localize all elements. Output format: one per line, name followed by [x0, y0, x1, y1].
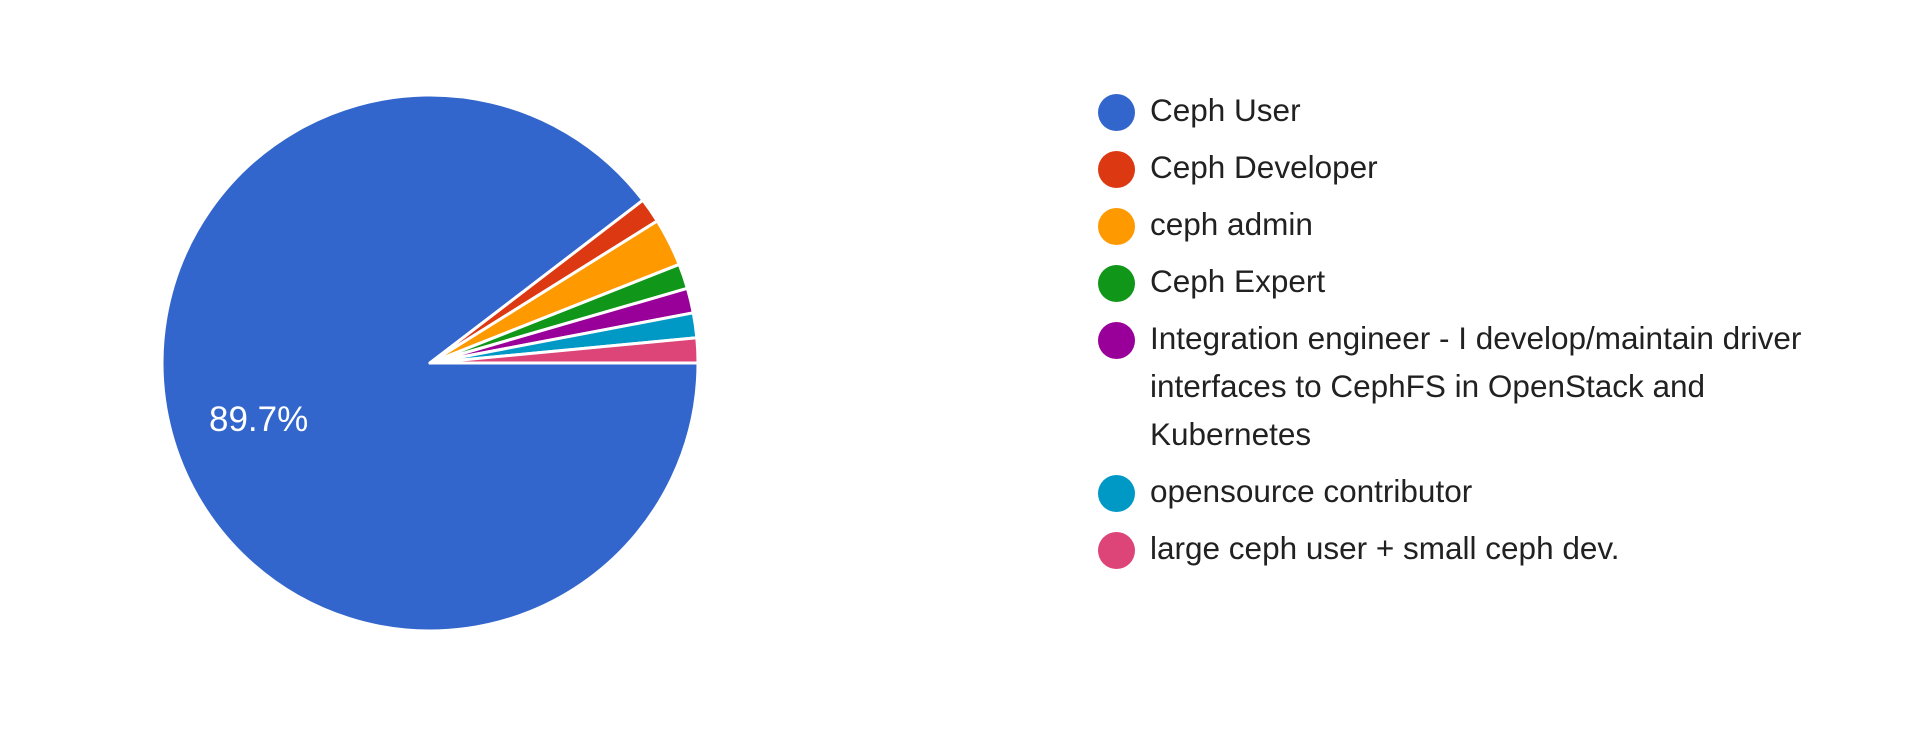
- legend-label: Ceph User: [1150, 92, 1301, 128]
- legend-swatch-icon: [1098, 475, 1135, 512]
- legend-swatch-icon: [1098, 265, 1135, 302]
- legend-label: Ceph Developer: [1150, 149, 1378, 185]
- legend-swatch-icon: [1098, 208, 1135, 245]
- pie-slice-large-ceph-user[interactable]: [428, 336, 700, 365]
- legend-label: opensource contributor: [1150, 473, 1473, 509]
- legend-swatch-icon: [1098, 532, 1135, 569]
- legend-label: ceph admin: [1150, 206, 1313, 242]
- legend-label: Ceph Expert: [1150, 263, 1326, 299]
- legend-swatch-icon: [1098, 151, 1135, 188]
- legend-label: large ceph user + small ceph dev.: [1150, 530, 1620, 566]
- legend-swatch-icon: [1098, 94, 1135, 131]
- legend-label: Integration engineer - I develop/maintai…: [1150, 320, 1802, 452]
- slice-label-ceph-user: 89.7%: [209, 400, 309, 439]
- legend-swatch-icon: [1098, 322, 1135, 359]
